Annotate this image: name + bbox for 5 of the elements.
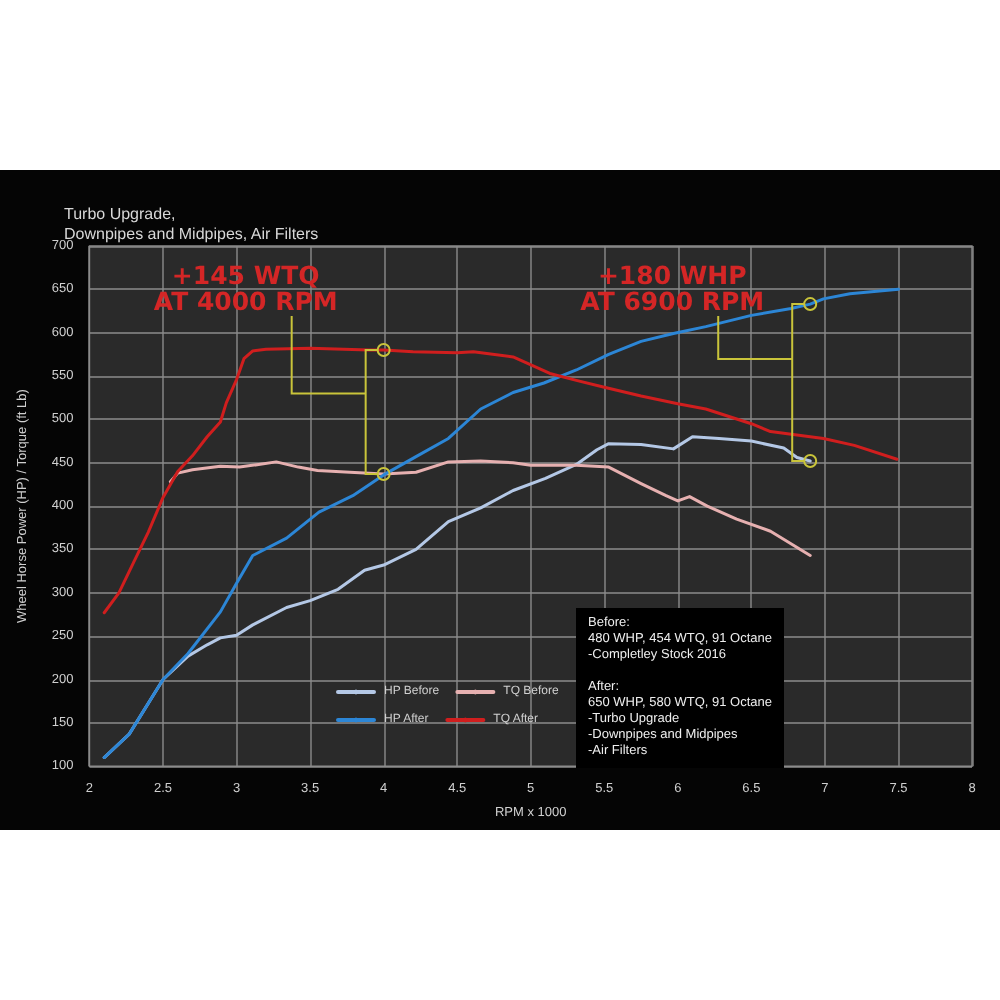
- line-series: [102, 287, 900, 760]
- chart-title: Turbo Upgrade, Downpipes and Midpipes, Air Filters: [64, 205, 319, 243]
- line-series: [168, 459, 812, 558]
- annotation: +180 WHP AT 6900 RPM: [580, 260, 765, 316]
- annotation: +145 WTQ AT 4000 RPM: [153, 260, 338, 316]
